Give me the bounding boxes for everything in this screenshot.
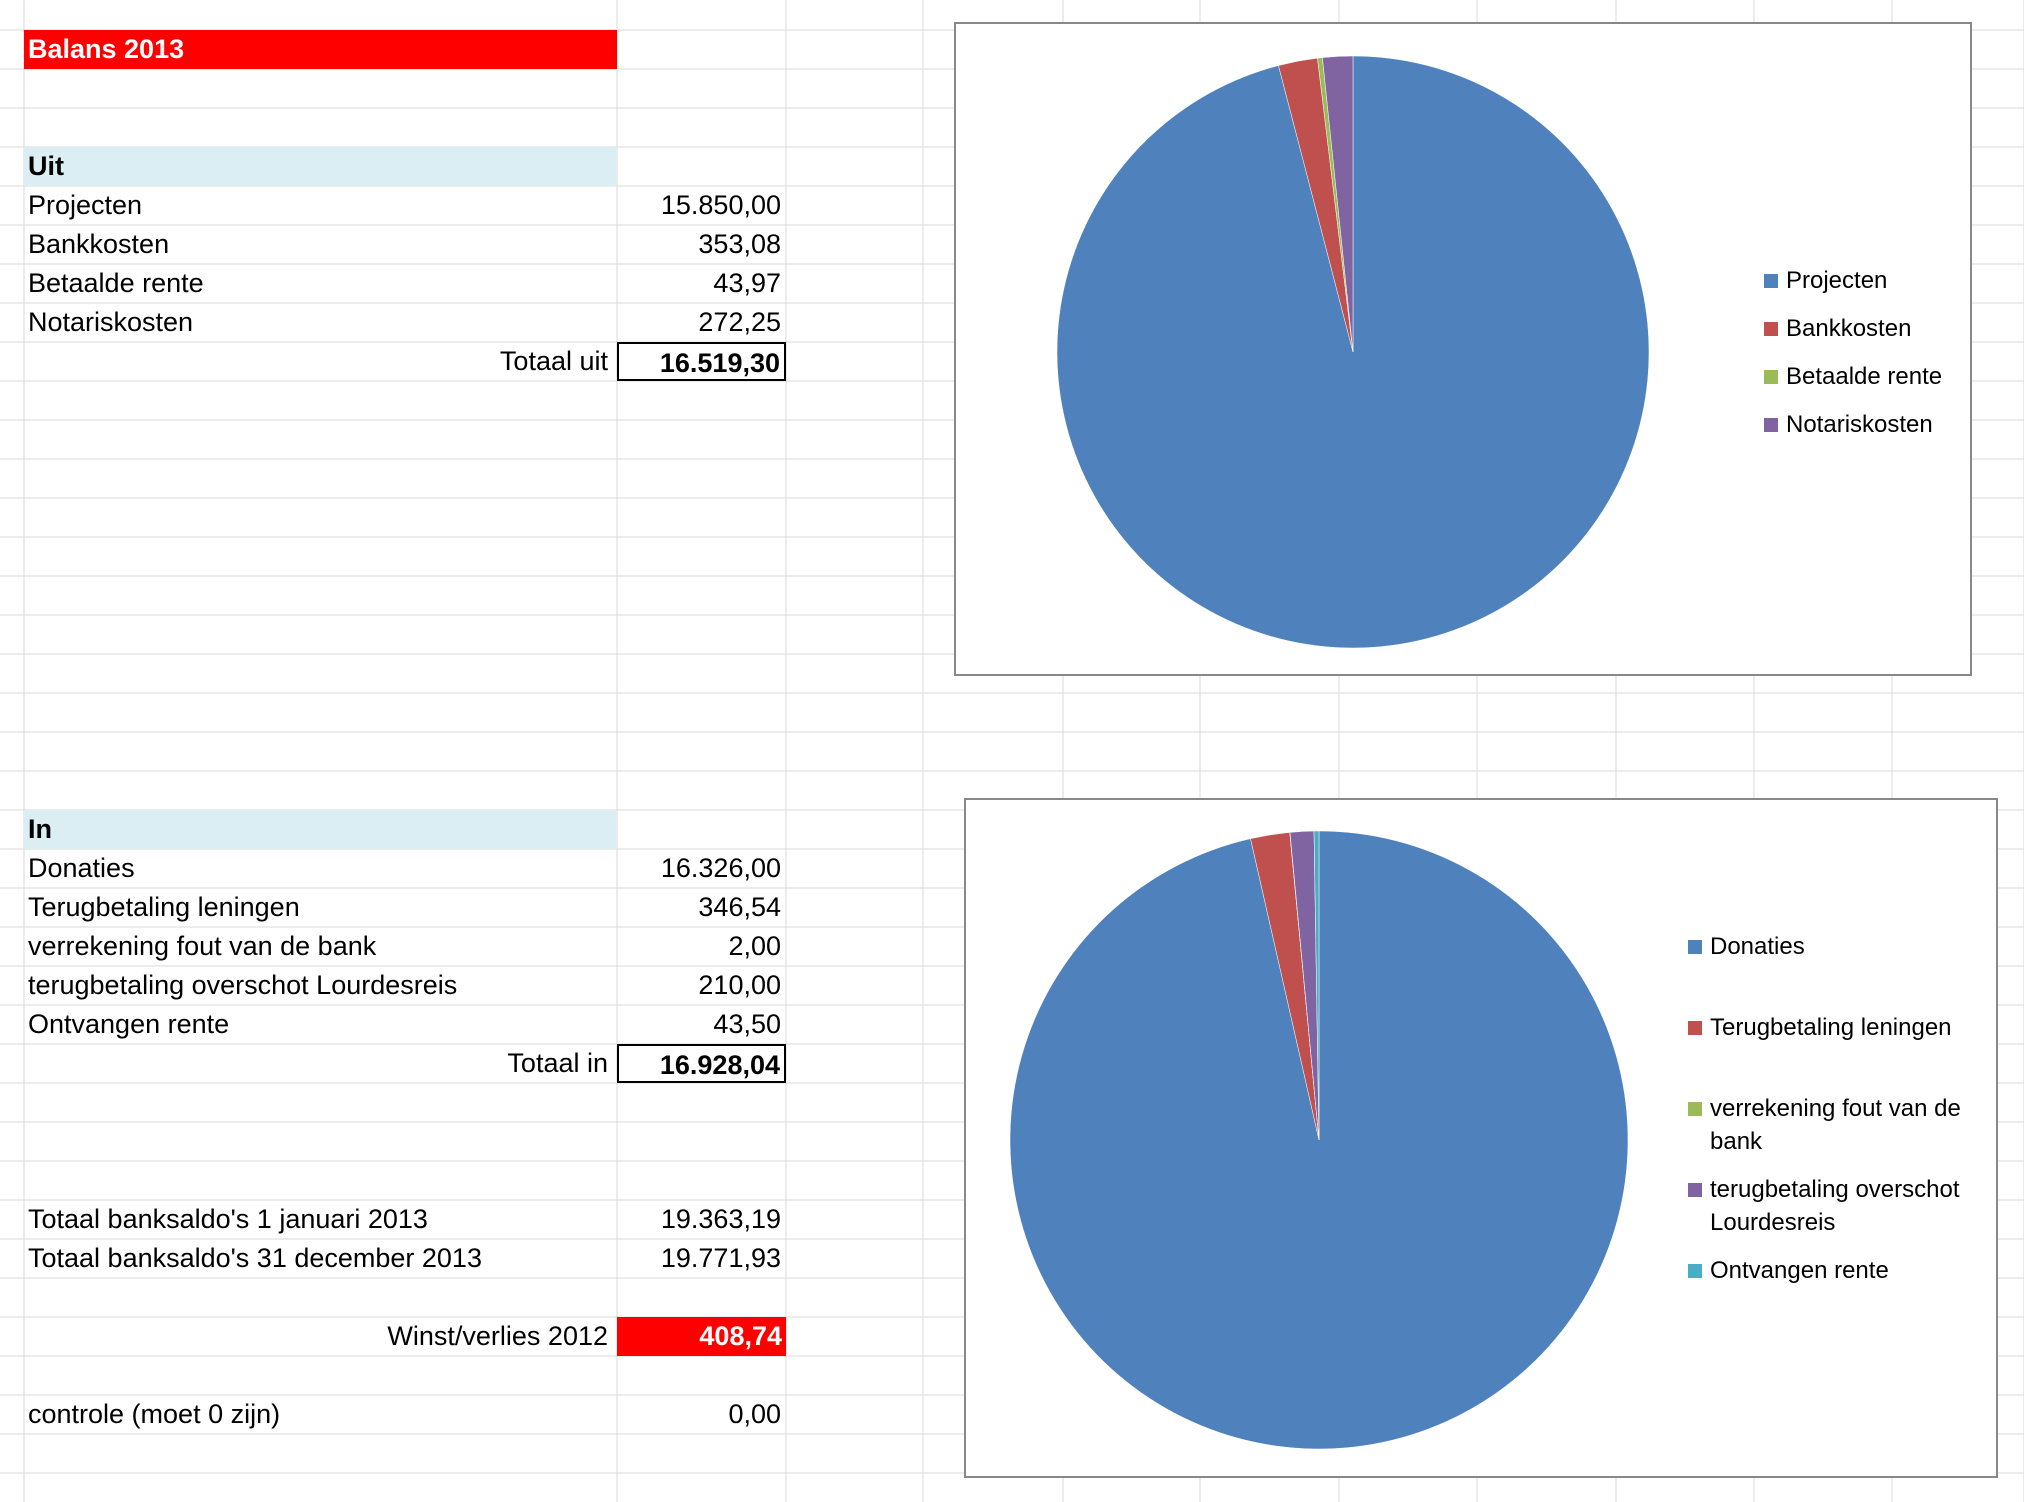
saldo-row-value[interactable]: 19.771,93 [660, 1243, 781, 1273]
legend-label: Terugbetaling leningen [1710, 1014, 1952, 1041]
legend-label: Bankkosten [1786, 315, 1912, 342]
pie-slice-4 [1322, 55, 1354, 353]
legend-swatch [1688, 1264, 1702, 1278]
controle-value[interactable]: 0,00 [728, 1399, 781, 1429]
uit-row-value[interactable]: 353,08 [698, 229, 781, 259]
controle-label[interactable]: controle (moet 0 zijn) [28, 1399, 281, 1429]
uit-pie-legend: Projecten Bankkosten Betaalde rente Notaris… [1764, 264, 1964, 464]
in-pie-chart[interactable]: Donaties Terugbetaling leningen verrekenin… [964, 798, 1998, 1478]
uit-row-value[interactable]: 272,25 [698, 307, 781, 337]
in-row-label[interactable]: verrekening fout van de bank [28, 931, 377, 961]
uit-row-label[interactable]: Projecten [28, 190, 143, 220]
legend-swatch [1764, 274, 1778, 288]
saldo-row-value[interactable]: 19.363,19 [660, 1204, 781, 1234]
pie-slice-5 [1313, 830, 1320, 1141]
in-row-label[interactable]: Donaties [28, 853, 135, 883]
totaal-uit-label[interactable]: Totaal uit [499, 346, 608, 376]
winst-verlies-label[interactable]: Winst/verlies 2012 [387, 1321, 608, 1351]
legend-swatch [1764, 370, 1778, 384]
legend-swatch [1688, 1183, 1702, 1197]
in-pie-legend: Donaties Terugbetaling leningen verrekenin… [1688, 930, 1988, 1330]
in-section-header[interactable]: In [24, 810, 617, 849]
legend-label: Projecten [1786, 267, 1888, 294]
uit-row-label[interactable]: Betaalde rente [28, 268, 204, 298]
saldo-row-label[interactable]: Totaal banksaldo's 1 januari 2013 [28, 1204, 428, 1234]
legend-swatch [1764, 322, 1778, 336]
winst-verlies-value[interactable]: 408,74 [617, 1317, 786, 1356]
uit-row-value[interactable]: 15.850,00 [660, 190, 781, 220]
legend-swatch [1688, 940, 1702, 954]
sheet-title[interactable]: Balans 2013 [24, 30, 617, 69]
in-row-label[interactable]: terugbetaling overschot Lourdesreis [28, 970, 458, 1000]
in-row-value[interactable]: 2,00 [728, 931, 781, 961]
uit-section-header[interactable]: Uit [24, 147, 617, 186]
in-row-value[interactable]: 43,50 [713, 1009, 781, 1039]
legend-label: Betaalde rente [1786, 363, 1943, 390]
legend-label: terugbetaling overschot Lourdesreis [1710, 1176, 1960, 1236]
uit-row-label[interactable]: Bankkosten [28, 229, 170, 259]
uit-row-label[interactable]: Notariskosten [28, 307, 194, 337]
uit-pie-plot [1056, 55, 1650, 649]
in-row-value[interactable]: 210,00 [698, 970, 781, 1000]
totaal-in-value[interactable]: 16.928,04 [617, 1044, 786, 1083]
totaal-uit-value[interactable]: 16.519,30 [617, 342, 786, 381]
saldo-row-label[interactable]: Totaal banksaldo's 31 december 2013 [28, 1243, 482, 1273]
legend-swatch [1764, 418, 1778, 432]
in-row-value[interactable]: 16.326,00 [660, 853, 781, 883]
in-row-label[interactable]: Ontvangen rente [28, 1009, 230, 1039]
uit-row-value[interactable]: 43,97 [713, 268, 781, 298]
in-row-label[interactable]: Terugbetaling leningen [28, 892, 300, 922]
legend-swatch [1688, 1021, 1702, 1035]
totaal-in-label[interactable]: Totaal in [507, 1048, 608, 1078]
in-row-value[interactable]: 346,54 [698, 892, 781, 922]
legend-label: Ontvangen rente [1710, 1257, 1889, 1284]
uit-pie-chart[interactable]: Projecten Bankkosten Betaalde rente Notaris… [954, 22, 1972, 676]
legend-label: Notariskosten [1786, 411, 1933, 438]
legend-label: Donaties [1710, 933, 1805, 960]
legend-label: verrekening fout van de bank [1710, 1095, 1961, 1155]
in-pie-plot [1009, 830, 1629, 1450]
legend-swatch [1688, 1102, 1702, 1116]
